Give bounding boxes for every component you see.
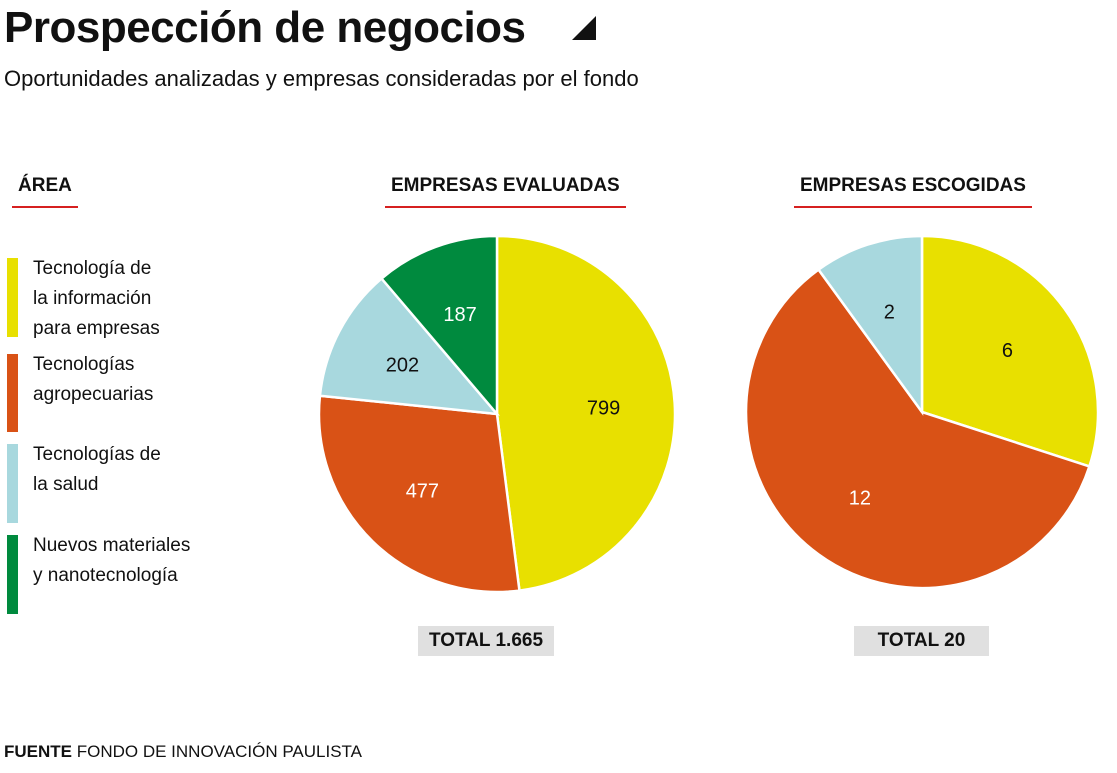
source-note: FUENTE FONDO DE INNOVACIÓN PAULISTA <box>4 741 362 763</box>
legend-heading: ÁREA <box>12 174 78 208</box>
legend-label-line: y nanotecnología <box>33 565 178 586</box>
pie-2-title: EMPRESAS ESCOGIDAS <box>794 174 1032 208</box>
pie-1-title: EMPRESAS EVALUADAS <box>385 174 626 208</box>
legend-swatch <box>7 354 18 432</box>
legend-label-line: la información <box>33 288 152 309</box>
legend-label-line: agropecuarias <box>33 384 154 405</box>
legend-swatch <box>7 444 18 523</box>
pie-1-label-1: 799 <box>587 397 620 419</box>
pie-1-total: TOTAL 1.665 <box>418 626 554 656</box>
pie-2-slice-1 <box>920 234 1100 468</box>
legend-label-line: Nuevos materiales <box>33 535 191 556</box>
triangle-icon <box>572 16 596 40</box>
pie-2-slice-3 <box>816 234 924 416</box>
chart-title: Prospección de negocios <box>4 3 526 52</box>
legend-label: Nuevos materiales y nanotecnología <box>33 531 233 591</box>
pie-2-label-2: 12 <box>849 487 871 509</box>
legend-swatch <box>7 535 18 614</box>
pie-1-label-3: 202 <box>386 354 419 376</box>
source-text: FONDO DE INNOVACIÓN PAULISTA <box>76 742 362 761</box>
legend-label-line: Tecnologías de <box>33 444 161 465</box>
pie-1-slice-4 <box>379 234 499 418</box>
legend-label: Tecnología de la información para empres… <box>33 254 233 344</box>
legend-swatch <box>7 258 18 337</box>
legend-label-line: la salud <box>33 474 99 495</box>
pie-1-slice-3 <box>318 276 500 416</box>
pie-2-label-1: 6 <box>1002 340 1013 362</box>
chart-subtitle: Oportunidades analizadas y empresas cons… <box>4 66 639 91</box>
pie-1-label-4: 187 <box>443 304 476 326</box>
pie-2-total: TOTAL 20 <box>854 626 989 656</box>
pie-1-slice-1 <box>495 234 677 592</box>
pie-1-label-2: 477 <box>406 480 439 502</box>
pie-2-label-3: 2 <box>884 302 895 324</box>
source-prefix: FUENTE <box>4 742 72 761</box>
legend-label-line: Tecnologías <box>33 354 135 375</box>
legend-label: Tecnologías de la salud <box>33 440 233 500</box>
legend-label-line: Tecnología de <box>33 258 152 279</box>
legend-label: Tecnologías agropecuarias <box>33 350 233 410</box>
legend-label-line: para empresas <box>33 318 160 339</box>
pie-2-slice-2 <box>744 267 1091 590</box>
pie-1-slice-2 <box>317 394 521 594</box>
